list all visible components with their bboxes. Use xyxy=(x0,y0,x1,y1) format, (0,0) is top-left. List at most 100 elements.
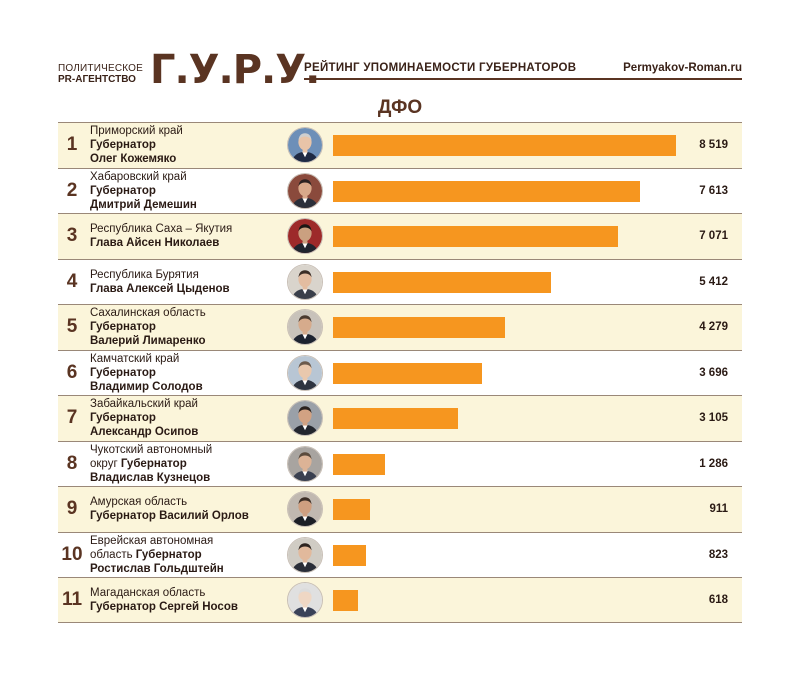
header: ПОЛИТИЧЕСКОЕ PR-АГЕНТСТВО Г.У.Р.У. РЕЙТИ… xyxy=(58,47,742,93)
table-row: 10 Еврейская автономная область Губернатор… xyxy=(58,531,742,578)
value-label: 823 xyxy=(708,548,728,561)
portrait-icon xyxy=(288,264,322,299)
table-row: 5 Сахалинская область Губернатор Валерий Ли… xyxy=(58,304,742,350)
governor-photo xyxy=(287,263,323,300)
governor-photo xyxy=(287,536,323,573)
rank-number: 1 xyxy=(66,134,78,156)
table-row: 11 Магаданская область Губернатор Сергей Н… xyxy=(58,577,742,623)
portrait-icon xyxy=(288,173,322,208)
value-label: 4 279 xyxy=(699,321,728,334)
portrait-icon xyxy=(288,537,322,572)
region-name: Амурская область xyxy=(90,496,188,509)
table-row: 3 Республика Саха – Якутия Глава Айсен Ник… xyxy=(58,213,742,259)
governor-title: Глава Алексей Цыденов xyxy=(90,282,230,295)
governor-title: Губернатор xyxy=(90,321,156,334)
governor-label: Магаданская область Губернатор Сергей Нос… xyxy=(90,578,285,622)
governor-title: Губернатор xyxy=(90,139,156,152)
table-row: 2 Хабаровский край Губернатор Дмитрий Демеш… xyxy=(58,167,742,214)
region-name: Республика Бурятия xyxy=(90,268,199,281)
governor-label: Камчатский край Губернатор Владимир Солодо… xyxy=(90,351,285,396)
governor-label: Республика Саха – Якутия Глава Айсен Нико… xyxy=(90,214,285,259)
chart-title: ДФО xyxy=(377,97,423,118)
value-label: 911 xyxy=(709,503,728,516)
value-label: 618 xyxy=(708,593,728,606)
portrait-icon xyxy=(288,219,322,253)
governor-title: Губернатор xyxy=(120,457,187,470)
governor-photo xyxy=(287,582,323,618)
region-name-cont: область xyxy=(90,548,136,561)
region-name: Камчатский край xyxy=(90,352,180,365)
value-bar xyxy=(333,135,676,156)
governor-title: Губернатор xyxy=(90,412,156,425)
governor-name: Ростислав Гольдштейн xyxy=(90,562,224,575)
table-row: 4 Республика Бурятия Глава Алексей Цыденов… xyxy=(58,258,742,305)
governor-label: Республика Бурятия Глава Алексей Цыденов xyxy=(90,260,285,305)
governor-photo xyxy=(287,309,323,345)
region-name: Приморский край xyxy=(90,125,183,138)
value-label: 1 286 xyxy=(699,457,728,470)
governor-title: Губернатор Сергей Носов xyxy=(90,600,238,613)
governor-name: Владислав Кузнецов xyxy=(90,471,211,484)
governor-title: Губернатор xyxy=(90,184,156,197)
rank-number: 8 xyxy=(66,452,78,474)
governor-label: Сахалинская область Губернатор Валерий Лим… xyxy=(90,305,285,350)
agency-line2: PR-АГЕНТСТВО xyxy=(58,74,136,85)
rank-number: 4 xyxy=(66,270,78,292)
governor-title: Губернатор xyxy=(90,366,156,379)
governor-photo xyxy=(287,354,323,391)
region-name-cont: округ xyxy=(90,457,121,470)
governor-name: Владимир Солодов xyxy=(90,380,203,393)
portrait-icon xyxy=(288,128,322,162)
portrait-icon xyxy=(288,355,322,390)
value-label: 3 105 xyxy=(699,412,728,425)
header-divider xyxy=(304,78,742,80)
governor-name: Валерий Лимаренко xyxy=(90,335,206,348)
rank-number: 11 xyxy=(61,588,83,610)
region-name: Магаданская область xyxy=(90,586,206,599)
rating-subtitle: РЕЙТИНГ УПОМИНАЕМОСТИ ГУБЕРНАТОРОВ xyxy=(304,62,577,74)
value-bar xyxy=(333,590,358,611)
portrait-icon xyxy=(288,492,322,526)
table-row: 8 Чукотский автономный округ Губернатор Вла… xyxy=(58,440,742,487)
region-name: Хабаровский край xyxy=(90,170,187,183)
governor-name: Александр Осипов xyxy=(90,426,199,439)
table-row: 7 Забайкальский край Губернатор Александр О… xyxy=(58,395,742,441)
table-row: 1 Приморский край Губернатор Олег Кожемяко 8… xyxy=(58,122,742,168)
region-name: Забайкальский край xyxy=(90,398,198,411)
governor-label: Хабаровский край Губернатор Дмитрий Демеши… xyxy=(90,169,285,214)
value-label: 7 613 xyxy=(699,184,728,197)
value-bar xyxy=(333,271,551,293)
portrait-icon xyxy=(288,583,322,617)
value-label: 5 412 xyxy=(699,275,728,288)
rank-number: 10 xyxy=(61,543,83,565)
rank-number: 9 xyxy=(66,498,78,520)
portrait-icon xyxy=(288,446,322,481)
rank-number: 7 xyxy=(66,407,78,429)
value-bar xyxy=(333,180,640,202)
region-name: Сахалинская область xyxy=(90,307,206,320)
portrait-icon xyxy=(288,401,322,435)
governor-label: Амурская область Губернатор Василий Орлов xyxy=(90,487,285,532)
governor-label: Приморский край Губернатор Олег Кожемяко xyxy=(90,123,285,168)
governor-photo xyxy=(287,127,323,163)
agency-line1: ПОЛИТИЧЕСКОЕ xyxy=(58,63,144,74)
governor-photo xyxy=(287,172,323,209)
value-bar xyxy=(333,408,458,429)
governor-label: Чукотский автономный округ Губернатор Влад… xyxy=(90,442,285,487)
region-name: Еврейская автономная xyxy=(90,534,214,547)
governor-label: Забайкальский край Губернатор Александр Ос… xyxy=(90,396,285,441)
rank-number: 5 xyxy=(66,316,78,338)
governor-photo xyxy=(287,491,323,527)
governor-name: Олег Кожемяко xyxy=(90,153,177,166)
value-label: 3 696 xyxy=(699,366,728,379)
governor-photo xyxy=(287,218,323,254)
value-bar xyxy=(333,226,618,247)
value-label: 8 519 xyxy=(699,139,728,152)
table-row: 6 Камчатский край Губернатор Владимир Солод… xyxy=(58,349,742,396)
value-label: 7 071 xyxy=(699,230,728,243)
ranking-table: 1 Приморский край Губернатор Олег Кожемяко 8… xyxy=(58,122,742,623)
rank-number: 3 xyxy=(66,225,78,247)
value-bar xyxy=(333,362,482,384)
logo: Г.У.Р.У. xyxy=(150,47,320,93)
value-bar xyxy=(333,453,385,475)
